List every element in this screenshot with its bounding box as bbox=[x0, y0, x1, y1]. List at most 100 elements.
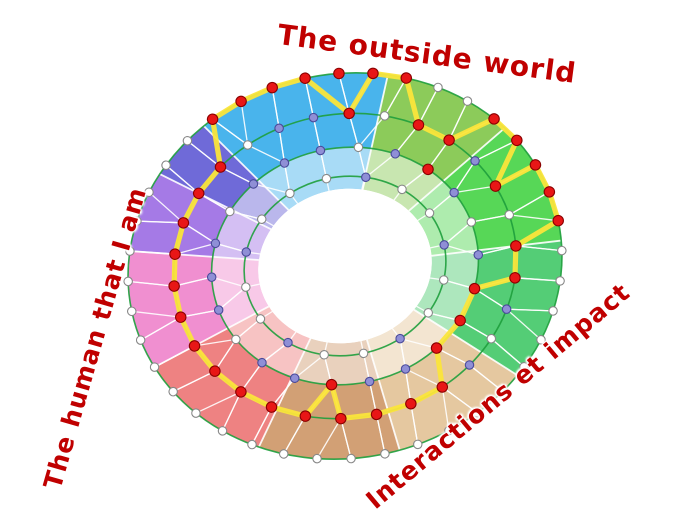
node-inner-3[interactable] bbox=[424, 208, 435, 218]
node-inner-5[interactable] bbox=[439, 275, 449, 285]
node-outer-36[interactable] bbox=[182, 135, 193, 146]
node-inner-14[interactable] bbox=[256, 214, 267, 224]
node-outer-5[interactable] bbox=[462, 96, 473, 106]
node-inner-4[interactable] bbox=[439, 240, 449, 250]
node-outer-28[interactable] bbox=[149, 362, 160, 372]
node-outer-23[interactable] bbox=[278, 449, 289, 459]
node-outer-39[interactable] bbox=[266, 81, 278, 94]
node-inner-7[interactable] bbox=[395, 333, 405, 344]
node-outer-1[interactable] bbox=[333, 67, 345, 80]
node-outer-8[interactable] bbox=[529, 159, 542, 171]
node-ring2-1[interactable] bbox=[343, 107, 355, 120]
sector-inner-green[interactable] bbox=[404, 177, 478, 263]
node-outer-12[interactable] bbox=[555, 276, 565, 286]
node-outer-3[interactable] bbox=[400, 72, 413, 84]
node-ring2-10[interactable] bbox=[501, 304, 512, 314]
node-ring2-27[interactable] bbox=[214, 161, 227, 173]
node-ring3-18[interactable] bbox=[210, 238, 221, 249]
node-outer-0[interactable] bbox=[299, 72, 311, 84]
node-outer-25[interactable] bbox=[217, 426, 228, 436]
node-ring2-3[interactable] bbox=[412, 119, 425, 131]
node-ring2-12[interactable] bbox=[464, 360, 475, 370]
node-outer-38[interactable] bbox=[235, 95, 247, 108]
node-ring3-2[interactable] bbox=[390, 149, 401, 159]
node-ring2-18[interactable] bbox=[265, 401, 278, 413]
node-ring3-12[interactable] bbox=[325, 378, 338, 391]
node-outer-11[interactable] bbox=[557, 245, 567, 256]
node-ring3-15[interactable] bbox=[231, 334, 241, 345]
node-outer-34[interactable] bbox=[144, 187, 154, 197]
node-outer-18[interactable] bbox=[444, 425, 454, 436]
node-ring2-23[interactable] bbox=[168, 280, 180, 292]
node-ring3-11[interactable] bbox=[364, 376, 375, 387]
node-ring2-14[interactable] bbox=[405, 397, 417, 410]
node-outer-9[interactable] bbox=[543, 186, 556, 198]
node-outer-32[interactable] bbox=[125, 246, 135, 256]
sector-indigo[interactable] bbox=[152, 117, 263, 222]
node-outer-17[interactable] bbox=[472, 408, 483, 418]
sector-inner-salmon[interactable] bbox=[225, 299, 317, 388]
node-ring3-5[interactable] bbox=[466, 217, 477, 227]
node-outer-6[interactable] bbox=[488, 113, 500, 125]
node-ring2-25[interactable] bbox=[177, 217, 190, 229]
node-ring2-13[interactable] bbox=[436, 381, 449, 393]
node-ring2-7[interactable] bbox=[504, 210, 515, 220]
node-ring3-10[interactable] bbox=[400, 364, 411, 374]
node-outer-31[interactable] bbox=[123, 276, 133, 287]
node-ring2-8[interactable] bbox=[510, 240, 522, 252]
node-outer-26[interactable] bbox=[191, 408, 201, 418]
node-inner-0[interactable] bbox=[321, 173, 332, 184]
node-ring3-19[interactable] bbox=[225, 206, 235, 217]
node-outer-20[interactable] bbox=[380, 449, 390, 459]
node-ring2-2[interactable] bbox=[379, 111, 390, 121]
node-ring2-5[interactable] bbox=[470, 156, 480, 166]
node-ring2-0[interactable] bbox=[308, 112, 319, 123]
node-ring3-7[interactable] bbox=[468, 282, 481, 295]
node-outer-13[interactable] bbox=[548, 306, 558, 316]
node-ring2-16[interactable] bbox=[335, 412, 347, 425]
node-outer-14[interactable] bbox=[536, 335, 546, 345]
node-ring2-4[interactable] bbox=[443, 134, 455, 146]
node-outer-15[interactable] bbox=[519, 362, 529, 372]
node-ring3-16[interactable] bbox=[213, 305, 224, 315]
node-ring3-9[interactable] bbox=[430, 342, 443, 354]
node-outer-37[interactable] bbox=[206, 113, 219, 125]
sector-inner-tan-light[interactable] bbox=[363, 303, 457, 380]
node-ring3-8[interactable] bbox=[454, 314, 466, 327]
node-ring2-21[interactable] bbox=[188, 340, 201, 352]
node-inner-10[interactable] bbox=[283, 337, 293, 348]
node-outer-29[interactable] bbox=[135, 335, 146, 345]
sector-inner-tan[interactable] bbox=[285, 326, 379, 397]
sector-light-green[interactable] bbox=[357, 53, 513, 194]
node-outer-27[interactable] bbox=[168, 386, 178, 397]
node-ring3-3[interactable] bbox=[422, 163, 434, 176]
node-outer-24[interactable] bbox=[247, 439, 257, 450]
node-ring2-20[interactable] bbox=[209, 365, 221, 377]
node-ring2-15[interactable] bbox=[370, 408, 383, 421]
node-inner-2[interactable] bbox=[397, 184, 407, 195]
node-inner-6[interactable] bbox=[423, 308, 434, 318]
node-outer-2[interactable] bbox=[367, 67, 379, 80]
node-ring3-17[interactable] bbox=[206, 272, 217, 282]
node-outer-22[interactable] bbox=[312, 453, 322, 464]
node-ring2-24[interactable] bbox=[169, 248, 181, 260]
node-outer-21[interactable] bbox=[346, 453, 356, 464]
node-ring2-11[interactable] bbox=[486, 333, 497, 344]
node-ring3-20[interactable] bbox=[248, 179, 259, 189]
node-ring3-4[interactable] bbox=[449, 187, 459, 198]
node-inner-12[interactable] bbox=[241, 282, 251, 292]
node-ring2-22[interactable] bbox=[174, 311, 187, 323]
node-ring3-1[interactable] bbox=[353, 142, 364, 153]
node-inner-13[interactable] bbox=[241, 247, 251, 257]
node-outer-7[interactable] bbox=[511, 134, 523, 147]
sector-salmon[interactable] bbox=[150, 317, 305, 465]
node-ring3-21[interactable] bbox=[279, 158, 290, 168]
node-ring3-14[interactable] bbox=[257, 357, 267, 368]
node-outer-4[interactable] bbox=[433, 82, 443, 93]
node-inner-15[interactable] bbox=[285, 188, 295, 199]
node-ring2-6[interactable] bbox=[489, 180, 502, 192]
node-ring2-26[interactable] bbox=[192, 187, 205, 200]
node-ring3-13[interactable] bbox=[289, 373, 300, 383]
node-outer-16[interactable] bbox=[497, 386, 508, 397]
node-ring3-0[interactable] bbox=[315, 145, 326, 156]
